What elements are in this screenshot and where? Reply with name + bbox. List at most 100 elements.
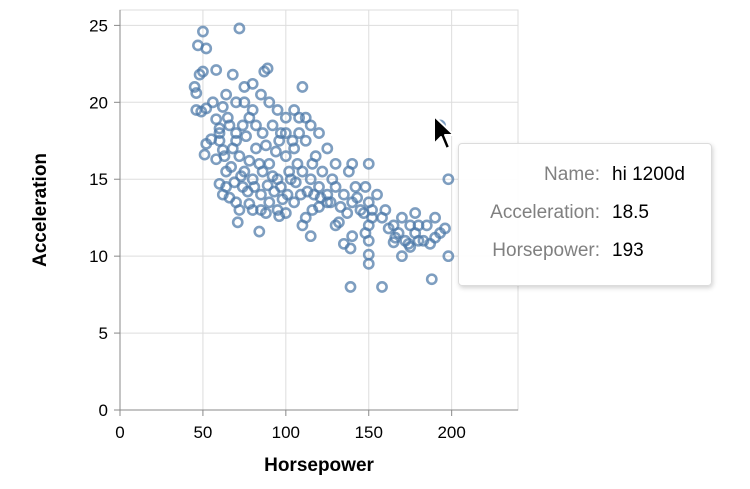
data-point[interactable] — [273, 134, 286, 147]
data-point[interactable] — [188, 81, 201, 93]
data-point[interactable] — [344, 242, 357, 255]
data-point[interactable] — [231, 216, 244, 229]
data-point[interactable] — [299, 111, 312, 124]
data-point[interactable] — [213, 134, 226, 147]
data-point[interactable] — [271, 104, 284, 116]
data-point[interactable] — [424, 237, 437, 250]
data-point[interactable] — [396, 250, 408, 263]
data-point[interactable] — [236, 119, 249, 132]
data-point[interactable] — [200, 102, 213, 115]
data-point[interactable] — [269, 145, 282, 158]
data-point[interactable] — [366, 204, 378, 216]
data-point[interactable] — [279, 150, 292, 163]
data-point[interactable] — [261, 179, 274, 192]
data-point[interactable] — [402, 237, 415, 250]
data-point[interactable] — [190, 87, 203, 99]
data-point[interactable] — [263, 196, 276, 209]
data-point[interactable] — [279, 207, 292, 219]
data-point[interactable] — [349, 181, 362, 193]
data-point[interactable] — [243, 154, 256, 167]
data-point[interactable] — [263, 157, 276, 170]
data-point[interactable] — [216, 101, 229, 113]
data-point[interactable] — [296, 165, 309, 178]
data-point[interactable] — [382, 222, 395, 235]
data-point[interactable] — [439, 222, 451, 235]
data-point[interactable] — [341, 207, 354, 219]
data-point[interactable] — [220, 88, 233, 101]
data-point[interactable] — [337, 188, 350, 201]
data-point[interactable] — [250, 142, 262, 155]
data-point[interactable] — [197, 65, 209, 78]
data-point[interactable] — [213, 127, 226, 139]
data-point[interactable] — [250, 119, 262, 132]
data-point[interactable] — [376, 211, 388, 224]
data-point[interactable] — [213, 122, 226, 135]
data-point[interactable] — [253, 225, 266, 238]
data-point[interactable] — [263, 96, 276, 109]
data-point[interactable] — [304, 230, 317, 243]
data-point[interactable] — [233, 22, 246, 35]
data-point[interactable] — [313, 127, 325, 139]
data-point[interactable] — [289, 176, 302, 189]
data-point[interactable] — [192, 39, 204, 52]
data-point[interactable] — [255, 88, 267, 101]
data-point[interactable] — [198, 148, 211, 161]
data-point[interactable] — [233, 150, 246, 163]
data-point[interactable] — [396, 211, 408, 224]
data-point[interactable] — [362, 234, 375, 247]
data-point[interactable] — [240, 130, 252, 143]
data-point[interactable] — [329, 157, 342, 170]
data-point[interactable] — [233, 204, 246, 216]
data-point[interactable] — [442, 250, 455, 263]
data-point[interactable] — [346, 157, 359, 170]
data-point[interactable] — [260, 139, 272, 152]
data-point[interactable] — [332, 216, 345, 229]
data-point[interactable] — [230, 127, 242, 139]
data-point[interactable] — [218, 150, 231, 163]
data-point[interactable] — [226, 68, 239, 81]
data-point[interactable] — [248, 181, 261, 193]
data-point[interactable] — [261, 62, 274, 75]
data-point[interactable] — [442, 173, 455, 186]
data-point[interactable] — [334, 201, 347, 213]
data-point[interactable] — [429, 211, 441, 224]
data-point[interactable] — [210, 113, 223, 126]
data-point[interactable] — [362, 157, 375, 170]
data-point[interactable] — [351, 191, 364, 204]
data-point[interactable] — [420, 219, 433, 232]
data-point[interactable] — [425, 273, 438, 286]
data-point[interactable] — [286, 134, 299, 147]
data-point[interactable] — [256, 127, 269, 139]
data-point[interactable] — [260, 207, 272, 219]
data-point[interactable] — [409, 207, 422, 219]
data-point[interactable] — [230, 134, 242, 147]
data-point[interactable] — [197, 25, 209, 38]
data-point[interactable] — [299, 134, 312, 147]
data-point[interactable] — [296, 81, 309, 93]
data-point[interactable] — [359, 181, 372, 193]
data-point[interactable] — [206, 96, 219, 109]
data-point[interactable] — [281, 188, 294, 201]
data-point[interactable] — [200, 137, 213, 150]
data-point[interactable] — [314, 191, 327, 204]
data-point[interactable] — [299, 211, 312, 224]
data-point[interactable] — [225, 161, 238, 173]
data-point[interactable] — [304, 173, 317, 186]
data-point[interactable] — [324, 196, 337, 209]
data-point[interactable] — [346, 230, 359, 243]
data-point[interactable] — [279, 111, 292, 124]
data-point[interactable] — [293, 127, 305, 139]
data-point[interactable] — [376, 281, 388, 293]
data-point[interactable] — [306, 157, 319, 170]
data-point[interactable] — [228, 176, 241, 189]
data-point[interactable] — [243, 111, 256, 124]
data-point[interactable] — [288, 104, 301, 116]
data-point[interactable] — [389, 231, 402, 244]
data-point[interactable] — [256, 165, 269, 178]
data-point[interactable] — [266, 119, 279, 132]
data-point[interactable] — [235, 170, 247, 183]
data-point[interactable] — [223, 119, 236, 132]
data-point[interactable] — [246, 77, 259, 90]
data-point[interactable] — [274, 181, 287, 193]
data-point[interactable] — [329, 181, 342, 193]
